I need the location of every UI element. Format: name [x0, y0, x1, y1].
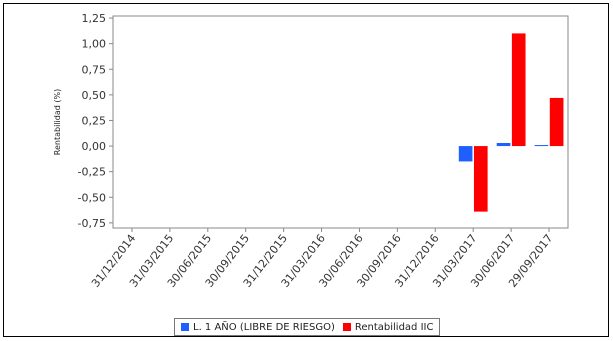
y-axis: -0,75 -0,50 -0,25 0,00 0,25 0,50 0,75 1,00 1,25 [78, 12, 113, 230]
bar-series-0 [534, 145, 549, 147]
legend-swatch-risk-free [181, 323, 189, 331]
legend: L. 1 AÑO (LIBRE DE RIESGO) Rentabilidad … [174, 318, 441, 336]
plot-background [112, 15, 569, 229]
y-tick-label: 0,50 [82, 89, 107, 102]
bars [458, 33, 564, 212]
plot-area [112, 15, 569, 229]
y-tick-label: 0,25 [82, 114, 107, 127]
y-tick-label: 0,00 [82, 140, 107, 153]
bar-series-1 [473, 146, 488, 212]
legend-item-iic: Rentabilidad IIC [342, 321, 434, 333]
y-axis-label: Rentabilidad (%) [53, 89, 62, 155]
y-tick-label: 0,75 [82, 63, 107, 76]
bar-series-0 [458, 146, 473, 162]
bar-chart: -0,75-0,50-0,250,000,250,500,751,001,25 … [53, 12, 569, 290]
y-tick-label: -0,50 [78, 191, 106, 204]
bar-series-1 [511, 33, 526, 147]
chart-frame: -0,75 -0,50 -0,25 0,00 0,25 0,50 0,75 1,00 1,25 … [3, 3, 609, 337]
bar-series-1 [549, 97, 564, 147]
x-axis: 31/12/201431/03/201530/06/201530/09/2015… [89, 228, 555, 290]
legend-item-risk-free: L. 1 AÑO (LIBRE DE RIESGO) [181, 322, 335, 333]
bar-series-0 [496, 142, 511, 147]
y-tick-label: 1,00 [82, 38, 107, 51]
y-tick-label: -0,25 [78, 166, 106, 179]
y-tick-label: -0,75 [78, 217, 106, 230]
legend-swatch-iic [342, 323, 351, 331]
legend-label-risk-free: L. 1 AÑO (LIBRE DE RIESGO) [193, 321, 335, 333]
y-tick-label: 1,25 [82, 12, 107, 25]
legend-label-iic: Rentabilidad IIC [354, 321, 434, 333]
